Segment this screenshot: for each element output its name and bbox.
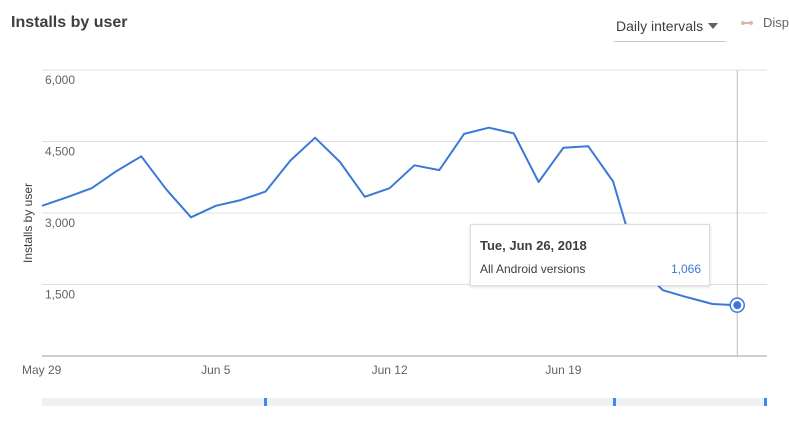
data-point [114,169,118,173]
chart-title: Installs by user [11,14,128,31]
data-point [462,132,466,136]
series-line-all-android-versions [41,126,738,307]
scrubber-marker-1[interactable] [264,398,267,406]
data-point [363,195,367,199]
data-tooltip: Tue, Jun 26, 2018 All Android versions 1… [470,224,710,286]
data-point [661,288,665,292]
data-point [239,198,243,202]
x-tick-label: Jun 19 [545,363,581,377]
data-point [686,295,690,299]
interval-select-value: Daily intervals [616,18,704,34]
y-tick-label: 1,500 [45,288,75,302]
scrubber-marker-3[interactable] [764,398,767,406]
tooltip-value: 1,066 [670,262,701,276]
data-point [313,136,317,140]
data-point [214,204,218,208]
tooltip-series-name: All Android versions [480,262,586,276]
x-tick-label: May 29 [22,363,62,377]
data-point [288,159,292,163]
data-point [512,131,516,135]
data-point [586,144,590,148]
y-tick-label: 6,000 [45,73,75,87]
data-point [412,163,416,167]
data-point [90,186,94,190]
data-point [338,160,342,164]
y-tick-label: 3,000 [45,216,75,230]
data-point [537,180,541,184]
data-point [40,204,44,208]
data-point [139,154,143,158]
interval-select[interactable]: Daily intervals [614,10,726,42]
data-point [561,146,565,150]
legend-line-icon [741,20,753,26]
x-tick-label: Jun 12 [372,363,408,377]
x-tick-label: Jun 5 [201,363,231,377]
data-point [388,186,392,190]
highlighted-point [733,301,742,310]
data-point [189,215,193,219]
data-point [611,180,615,184]
data-point [263,190,267,194]
legend-toggle-label: Disp [763,15,789,30]
data-point [710,302,714,306]
range-scrubber[interactable] [42,398,767,406]
data-point [437,168,441,172]
scrubber-marker-2[interactable] [613,398,616,406]
y-axis-label: Installs by user [21,183,35,263]
data-point [65,195,69,199]
data-point [164,187,168,191]
caret-down-icon [708,23,718,29]
display-legend-toggle[interactable]: Disp [741,14,789,34]
y-tick-label: 4,500 [45,145,75,159]
tooltip-date: Tue, Jun 26, 2018 [480,238,587,253]
data-point [487,126,491,130]
